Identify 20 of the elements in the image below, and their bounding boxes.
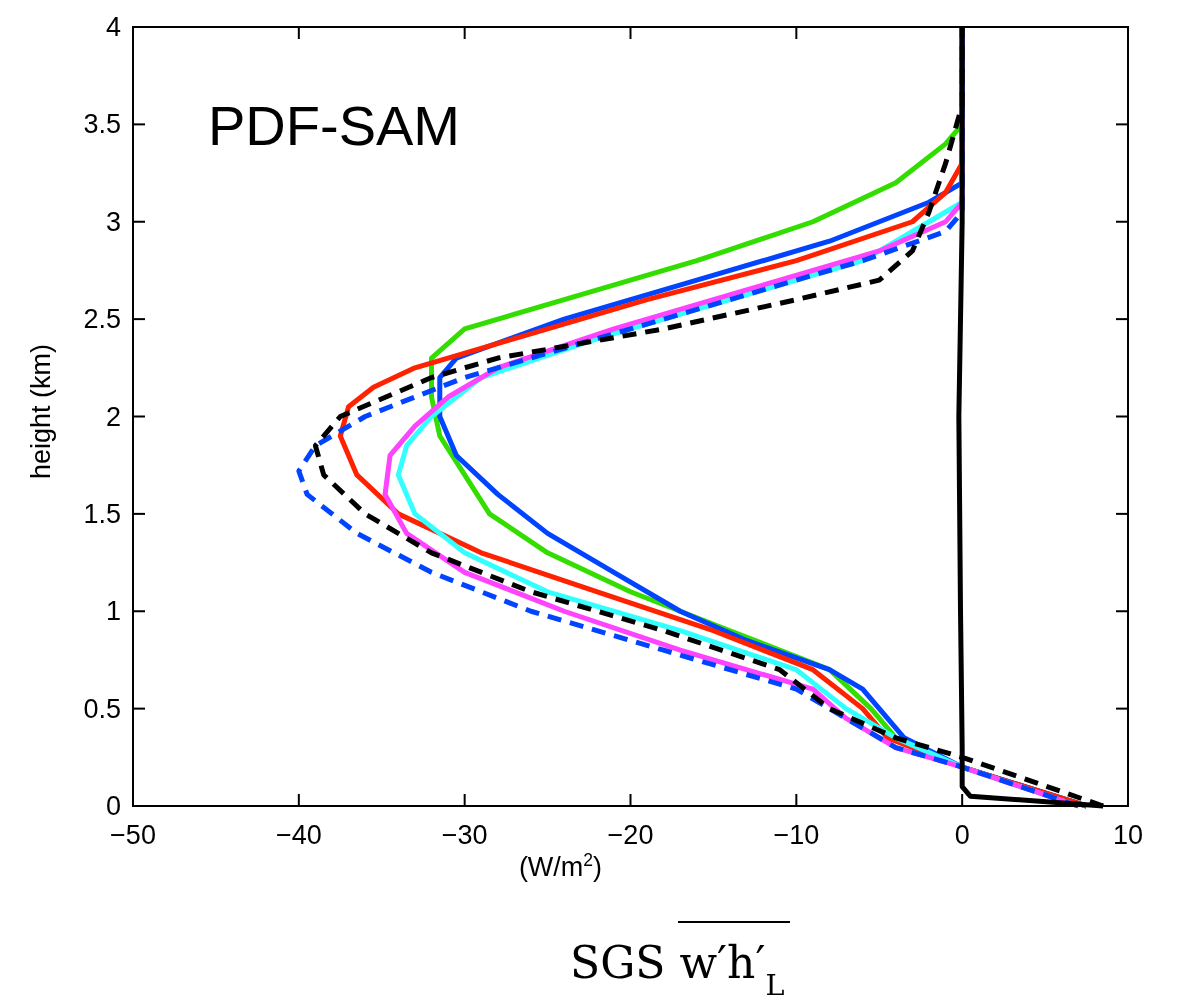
y-tick-label: 0: [105, 791, 121, 821]
y-tick-label: 1: [105, 596, 121, 627]
x-tick-label: 0: [954, 820, 970, 850]
x-tick-label: −50: [110, 820, 156, 850]
x-tick-label: −10: [773, 820, 820, 850]
y-tick-label: 4: [105, 12, 121, 42]
x-axis-title: (W/m$^{2}$): [518, 850, 603, 882]
y-tick-label: 3: [105, 206, 121, 237]
y-axis-title: height (km): [26, 343, 56, 480]
y-tick-label: 1.5: [83, 498, 121, 529]
y-tick-label: 2: [105, 401, 121, 432]
x-tick-label: −20: [607, 820, 654, 850]
text: SGS w′h′$_{L}$: [570, 937, 785, 1002]
x-tick-label: 10: [1112, 820, 1144, 850]
x-tick-label: −40: [275, 820, 322, 850]
y-tick-label: 3.5: [83, 109, 121, 140]
y-tick-label: 0.5: [83, 693, 121, 724]
x-tick-label: −30: [441, 820, 488, 850]
annotation: PDF-SAM: [208, 94, 460, 157]
y-tick-label: 2.5: [83, 304, 121, 335]
